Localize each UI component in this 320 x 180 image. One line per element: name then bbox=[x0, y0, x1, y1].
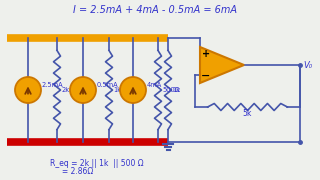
Polygon shape bbox=[200, 47, 244, 83]
Text: V₀: V₀ bbox=[303, 60, 312, 69]
Text: −: − bbox=[201, 71, 211, 81]
Text: R_eq = 2k || 1k  || 500 Ω: R_eq = 2k || 1k || 500 Ω bbox=[50, 159, 144, 168]
Text: = 2.86Ω: = 2.86Ω bbox=[50, 168, 93, 177]
Text: I = 2.5mA + 4mA - 0.5mA = 6mA: I = 2.5mA + 4mA - 0.5mA = 6mA bbox=[73, 5, 237, 15]
Circle shape bbox=[15, 77, 41, 103]
Text: 1k: 1k bbox=[172, 87, 180, 93]
Text: 5k: 5k bbox=[243, 109, 252, 118]
Text: 0.5mA: 0.5mA bbox=[97, 82, 119, 88]
Text: 1k: 1k bbox=[114, 87, 122, 93]
Circle shape bbox=[70, 77, 96, 103]
Text: 2.5mA: 2.5mA bbox=[42, 82, 64, 88]
Text: 500Ω: 500Ω bbox=[163, 87, 180, 93]
Text: +: + bbox=[202, 49, 210, 59]
Circle shape bbox=[120, 77, 146, 103]
Text: 2k: 2k bbox=[61, 87, 70, 93]
Text: 4mA: 4mA bbox=[147, 82, 162, 88]
